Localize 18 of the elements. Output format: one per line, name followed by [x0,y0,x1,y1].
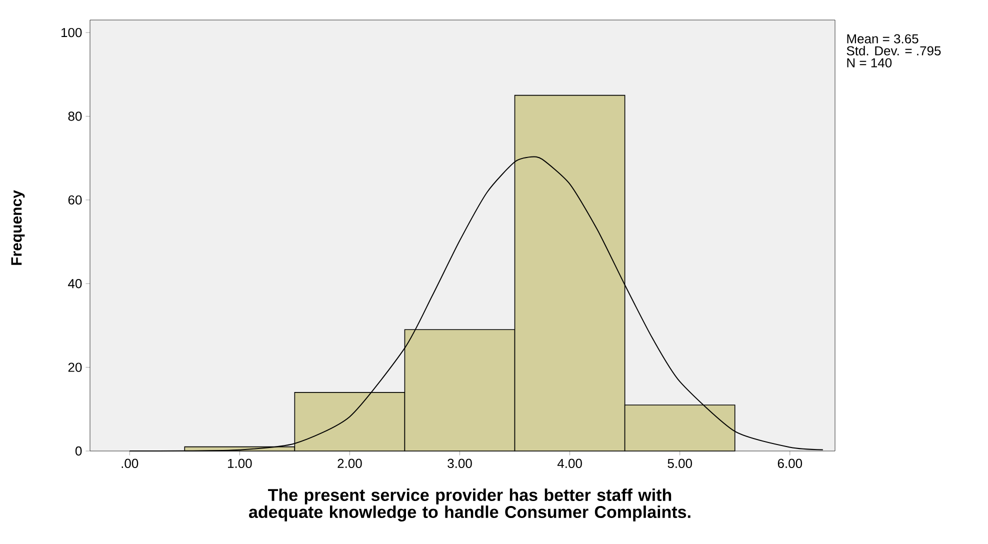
y-tick-label: 60 [68,195,82,205]
y-tick-label: 40 [68,279,82,288]
x-tick-label: .00 [122,458,138,468]
x-tick-label: 2.00 [338,458,362,468]
x-tick-label: 5.00 [668,458,692,468]
text: Std. Dev. = .795 [846,46,941,56]
text: N = 140 [847,58,892,68]
x-tick-label: 4.00 [557,458,582,468]
y-tick-label: 20 [68,362,82,372]
x-tick-label: 1.00 [228,458,252,468]
y-tick-label: 0 [75,446,82,456]
y-axis-title: Frequency [11,190,25,265]
x-tick-label: 6.00 [778,458,802,468]
text: Mean = 3.65 [847,34,918,44]
x-tick-label: 3.00 [448,458,472,468]
y-tick-label: 80 [68,112,82,121]
x-axis-title: The present service provider has better staff with adequate knowledge to handle Consumer Complaints. [249,488,690,522]
y-tick-label: 100 [62,28,82,38]
